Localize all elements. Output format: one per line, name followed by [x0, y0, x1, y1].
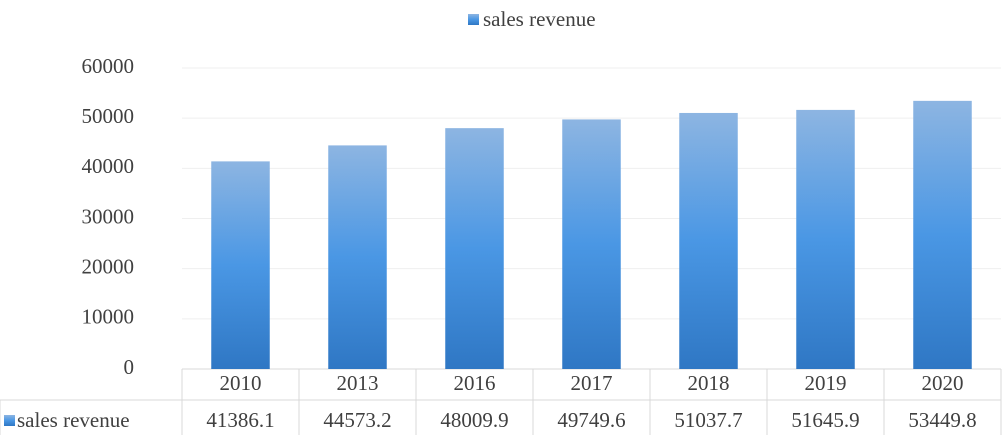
table-value: 51645.9 — [791, 408, 859, 432]
x-tick-label: 2018 — [688, 371, 730, 395]
bar — [445, 128, 504, 369]
x-tick-label: 2016 — [454, 371, 496, 395]
table-series-label: sales revenue — [17, 408, 130, 432]
x-tick-label: 2010 — [220, 371, 262, 395]
x-tick-label: 2019 — [805, 371, 847, 395]
table-value: 53449.8 — [908, 408, 976, 432]
table-value: 51037.7 — [674, 408, 742, 432]
bar — [679, 112, 738, 369]
legend: sales revenue — [468, 7, 596, 31]
y-tick-label: 0 — [124, 355, 135, 379]
legend-label: sales revenue — [483, 7, 596, 31]
y-tick-label: 50000 — [82, 104, 135, 128]
bar — [211, 161, 270, 369]
y-tick-label: 60000 — [82, 54, 135, 78]
legend-key — [4, 415, 15, 426]
y-tick-label: 10000 — [82, 305, 135, 329]
y-tick-label: 30000 — [82, 204, 135, 228]
bar — [328, 145, 387, 369]
table-value: 44573.2 — [323, 408, 391, 432]
bar — [562, 119, 621, 369]
table-value: 41386.1 — [206, 408, 274, 432]
x-tick-label: 2013 — [337, 371, 379, 395]
x-tick-label: 2017 — [571, 371, 613, 395]
bar — [913, 100, 972, 369]
bar — [796, 109, 855, 370]
x-tick-label: 2020 — [922, 371, 964, 395]
table-value: 49749.6 — [557, 408, 625, 432]
y-tick-label: 20000 — [82, 254, 135, 278]
legend-key — [468, 14, 479, 25]
table-value: 48009.9 — [440, 408, 508, 432]
y-tick-label: 40000 — [82, 154, 135, 178]
